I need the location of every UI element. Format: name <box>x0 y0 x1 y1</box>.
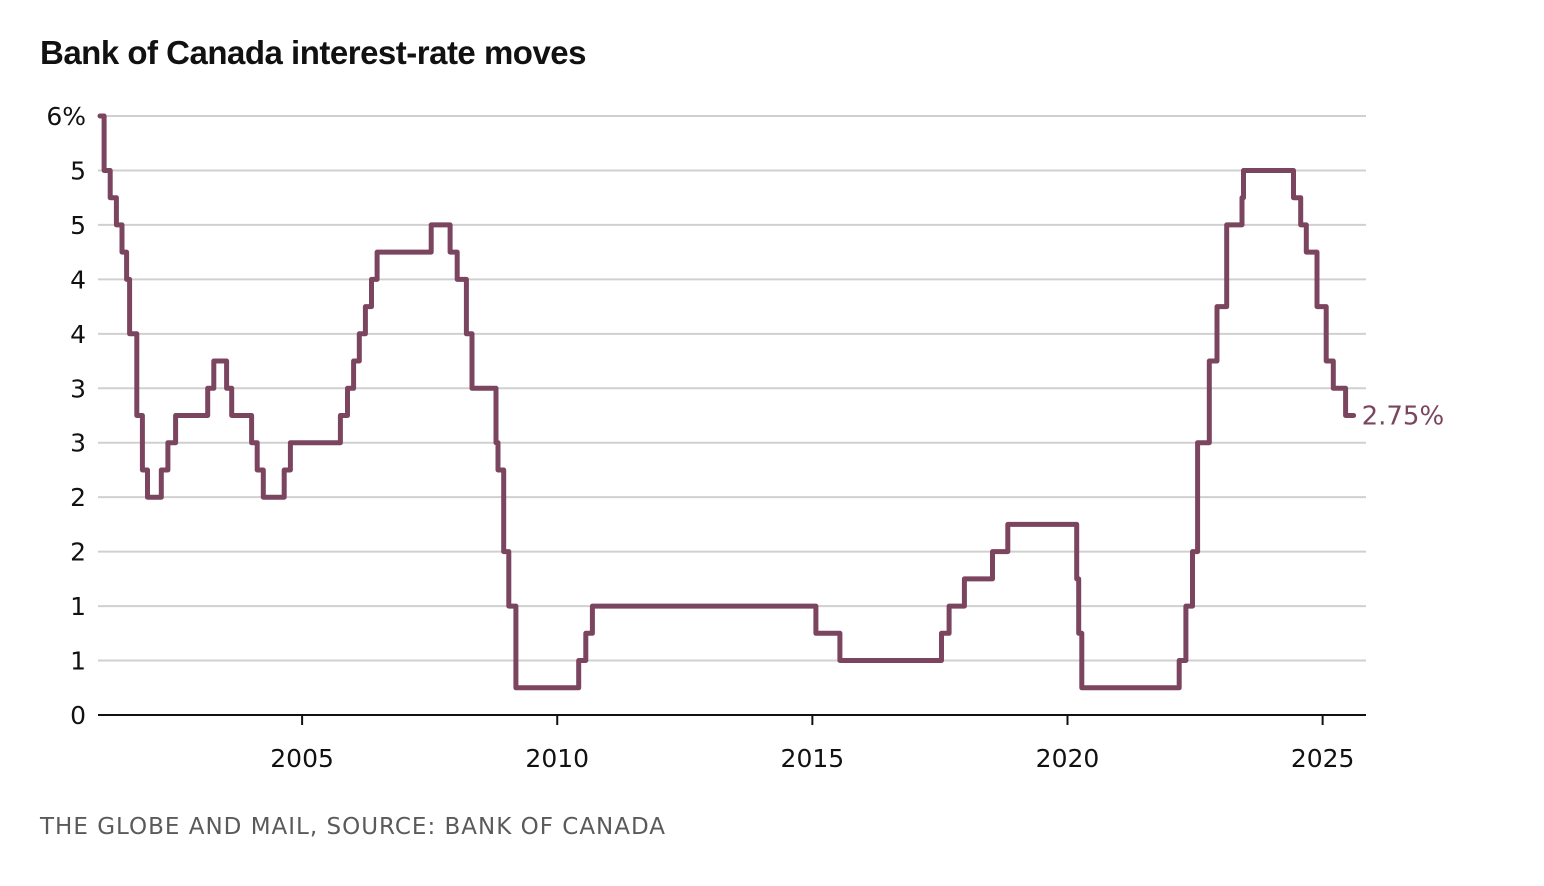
chart-title: Bank of Canada interest-rate moves <box>40 34 587 71</box>
x-tick-label: 2015 <box>781 744 845 773</box>
y-tick-label: 4 <box>70 320 86 349</box>
x-tick-label: 2025 <box>1291 744 1355 773</box>
y-tick-label: 5 <box>70 156 86 185</box>
y-tick-label: 1 <box>70 647 86 676</box>
y-tick-label: 5 <box>70 211 86 240</box>
source-credit: THE GLOBE AND MAIL, SOURCE: BANK OF CANA… <box>40 814 667 840</box>
y-axis-ticks: 6% 5 5 4 4 3 3 2 2 1 1 0 <box>46 102 86 730</box>
gridlines <box>98 115 1366 662</box>
x-tick-label: 2005 <box>270 744 334 773</box>
rate-series-line <box>97 113 1357 691</box>
y-tick-label: 4 <box>70 265 86 294</box>
y-tick-label: 2 <box>70 538 86 567</box>
y-tick-label: 6% <box>46 102 86 131</box>
x-axis-ticks: 2005 2010 2015 2020 2025 <box>270 715 1354 773</box>
y-tick-label: 3 <box>70 429 86 458</box>
end-value-label: 2.75% <box>1362 402 1445 432</box>
x-tick-label: 2020 <box>1036 744 1100 773</box>
y-tick-label: 1 <box>70 592 86 621</box>
y-tick-label: 2 <box>70 483 86 512</box>
y-tick-label: 0 <box>70 701 86 730</box>
y-tick-label: 3 <box>70 374 86 403</box>
x-tick-label: 2010 <box>525 744 589 773</box>
